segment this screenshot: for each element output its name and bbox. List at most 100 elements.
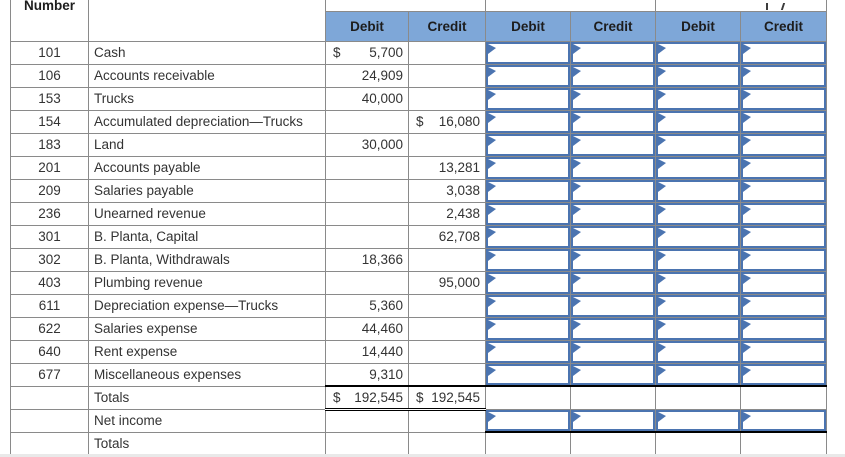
debit-column-header-2: Debit [485, 10, 571, 42]
input-cell-debit-1[interactable] [485, 316, 571, 341]
input-cell-credit-2[interactable] [740, 109, 827, 134]
debit-amount-cell [325, 155, 409, 180]
amount-value: 95,000 [438, 275, 480, 290]
input-cell-credit-1[interactable] [570, 408, 656, 433]
input-cell-debit-1[interactable] [485, 201, 571, 226]
input-cell-debit-1[interactable] [485, 40, 571, 65]
table-row: 236 Unearned revenue 2,438 [10, 201, 827, 226]
input-cell-credit-1[interactable] [570, 270, 656, 295]
input-cell-debit-1[interactable] [485, 270, 571, 295]
input-cell-credit-2[interactable] [740, 155, 827, 180]
input-cell-credit-2[interactable] [740, 178, 827, 203]
credit-amount-wrap [410, 249, 485, 270]
input-cell-debit-2[interactable] [655, 224, 741, 249]
input-cell-credit-2[interactable] [740, 63, 827, 88]
input-cell-credit-1[interactable] [570, 155, 656, 180]
debit-column-header-3: Debit [655, 10, 741, 42]
table-row: 209 Salaries payable 3,038 [10, 178, 827, 203]
input-box [486, 157, 570, 178]
worksheet-body: 101 Cash $5,700 106 Accounts receivable 24,90… [10, 40, 827, 456]
input-cell-debit-2[interactable] [655, 201, 741, 226]
input-cell-debit-1[interactable] [485, 155, 571, 180]
input-cell-credit-2[interactable] [740, 293, 827, 318]
input-cell-debit-1[interactable] [485, 247, 571, 272]
input-cell-credit-2[interactable] [740, 316, 827, 341]
input-cell-debit-1[interactable] [485, 293, 571, 318]
amount-value: 13,281 [438, 160, 480, 175]
credit-amount-cell [408, 316, 486, 341]
input-cell-credit-2[interactable] [740, 86, 827, 111]
input-cell-debit-2[interactable] [655, 178, 741, 203]
input-cell-credit-1[interactable] [570, 316, 656, 341]
cell-flag-icon [743, 319, 751, 330]
input-cell-credit-1[interactable] [570, 178, 656, 203]
input-cell-debit-1[interactable] [485, 63, 571, 88]
input-cell-credit-1[interactable] [570, 339, 656, 364]
input-cell-credit-1[interactable] [570, 132, 656, 157]
currency-symbol: $ [416, 114, 424, 129]
input-cell-debit-1[interactable] [485, 109, 571, 134]
input-cell-debit-1[interactable] [485, 339, 571, 364]
input-cell-debit-2[interactable] [655, 316, 741, 341]
input-cell-debit-1[interactable] [485, 224, 571, 249]
input-cell-debit-2[interactable] [655, 408, 741, 433]
table-row: 611 Depreciation expense—Trucks 5,360 [10, 293, 827, 318]
debit-amount-wrap: $192,545 [327, 388, 408, 406]
cell-flag-icon [488, 181, 496, 192]
account-title-cell: Miscellaneous expenses [88, 362, 326, 387]
input-cell-credit-2[interactable] [740, 247, 827, 272]
input-cell-credit-2[interactable] [740, 270, 827, 295]
clipped-text-fragment [766, 3, 768, 10]
cell-flag-icon [488, 319, 496, 330]
input-cell-credit-1[interactable] [570, 40, 656, 65]
input-cell-debit-1[interactable] [485, 408, 571, 433]
input-box [571, 410, 655, 431]
input-cell-debit-2[interactable] [655, 362, 741, 387]
input-cell-debit-2[interactable] [655, 132, 741, 157]
input-cell-credit-2[interactable] [740, 362, 827, 387]
cell-flag-icon [488, 250, 496, 261]
credit-amount-cell [408, 339, 486, 364]
input-cell-debit-2[interactable] [655, 155, 741, 180]
input-cell-credit-2[interactable] [740, 408, 827, 433]
input-cell-debit-2[interactable] [655, 339, 741, 364]
cell-flag-icon [658, 43, 666, 54]
input-cell-debit-2[interactable] [655, 40, 741, 65]
input-cell-credit-1[interactable] [570, 63, 656, 88]
table-row: 640 Rent expense 14,440 [10, 339, 827, 364]
cell-flag-icon [743, 411, 751, 422]
input-cell-debit-2[interactable] [655, 270, 741, 295]
input-cell-debit-1[interactable] [485, 132, 571, 157]
amount-value: 3,038 [446, 183, 480, 198]
input-cell-credit-1[interactable] [570, 109, 656, 134]
credit-amount-wrap: $192,545 [410, 388, 485, 406]
input-box [571, 88, 655, 109]
input-cell-debit-2[interactable] [655, 293, 741, 318]
input-cell-credit-1[interactable] [570, 247, 656, 272]
input-cell-debit-2[interactable] [655, 63, 741, 88]
input-cell-debit-2[interactable] [655, 247, 741, 272]
input-cell-credit-1[interactable] [570, 201, 656, 226]
cell-flag-icon [743, 43, 751, 54]
input-cell-credit-1[interactable] [570, 362, 656, 387]
input-cell-credit-2[interactable] [740, 40, 827, 65]
input-cell-credit-2[interactable] [740, 224, 827, 249]
input-cell-debit-2[interactable] [655, 86, 741, 111]
input-cell-credit-2[interactable] [740, 339, 827, 364]
input-cell-debit-2[interactable] [655, 109, 741, 134]
input-cell-debit-1[interactable] [485, 86, 571, 111]
input-box [486, 295, 570, 316]
input-cell-credit-1[interactable] [570, 293, 656, 318]
credit-amount-wrap [410, 134, 485, 155]
cell-flag-icon [658, 250, 666, 261]
cell-flag-icon [573, 135, 581, 146]
cell-flag-icon [488, 135, 496, 146]
account-number-cell: 154 [10, 109, 89, 134]
input-cell-credit-2[interactable] [740, 201, 827, 226]
input-cell-debit-1[interactable] [485, 178, 571, 203]
input-cell-credit-2[interactable] [740, 132, 827, 157]
cell-flag-icon [488, 204, 496, 215]
input-cell-credit-1[interactable] [570, 224, 656, 249]
input-cell-debit-1[interactable] [485, 362, 571, 387]
input-cell-credit-1[interactable] [570, 86, 656, 111]
